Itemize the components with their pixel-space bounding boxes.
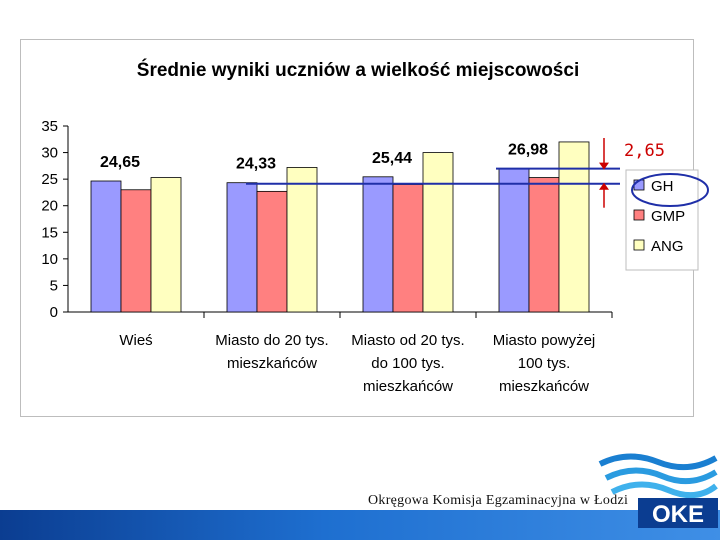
bar-gh [226, 182, 258, 313]
legend-label: ANG [651, 238, 684, 255]
difference-annotation: 2,65 [599, 138, 665, 208]
bar-gh [498, 168, 530, 313]
bar-gmp [120, 189, 152, 313]
legend-swatch [633, 239, 645, 251]
bar-ang [150, 177, 182, 313]
bar-gmp [256, 190, 288, 313]
y-tick-label: 5 [50, 277, 58, 294]
y-tick-label: 35 [41, 118, 58, 135]
x-tick-label: Wieś [119, 332, 152, 349]
x-tick-label: mieszkańców [227, 355, 317, 372]
bar-gh [90, 180, 122, 313]
data-label: 25,44 [372, 150, 412, 167]
x-tick-label: 100 tys. [518, 355, 571, 372]
x-tick-label: Miasto do 20 tys. [215, 332, 328, 349]
data-label: 26,98 [508, 142, 548, 159]
annotation-text: 2,65 [624, 141, 665, 161]
plot-area: 0 5 10 15 20 25 30 35 Wieś 24,65 Miasto do 20 tys.… [41, 118, 620, 395]
x-tick-label: mieszkańców [363, 378, 453, 395]
oke-logo: OKE [598, 453, 718, 528]
chart-title: Średnie wyniki uczniów a wielkość miejsc… [137, 59, 579, 81]
y-tick-label: 15 [41, 224, 58, 241]
y-tick-label: 10 [41, 251, 58, 268]
y-tick-label: 30 [41, 145, 58, 162]
x-tick-label: mieszkańców [499, 378, 589, 395]
bar-gmp [392, 184, 424, 313]
bar-ang [286, 167, 318, 313]
bar-gmp [528, 177, 560, 313]
x-tick-label: Miasto powyżej [493, 332, 596, 349]
x-tick-label: Miasto od 20 tys. [351, 332, 464, 349]
y-tick-label: 20 [41, 198, 58, 215]
legend-label: GMP [651, 208, 685, 225]
bar-ang [422, 152, 454, 313]
footer-bar [0, 510, 720, 540]
bar-gh [362, 176, 394, 313]
footer-text: Okręgowa Komisja Egzaminacyjna w Łodzi [368, 493, 629, 508]
data-label: 24,65 [100, 154, 140, 171]
legend-highlight-ellipse [631, 173, 709, 207]
x-tick-label: do 100 tys. [371, 355, 444, 372]
arrow-down-head [599, 162, 609, 170]
legend-swatch [633, 209, 645, 221]
bar-ang [558, 141, 590, 313]
data-label: 24,33 [236, 156, 276, 173]
legend-label: GH [651, 178, 674, 195]
legend: GH GMP ANG [625, 169, 709, 271]
y-tick-label: 25 [41, 171, 58, 188]
y-tick-label: 0 [50, 304, 58, 321]
arrow-up-head [599, 182, 609, 190]
svg-text:OKE: OKE [652, 501, 704, 528]
